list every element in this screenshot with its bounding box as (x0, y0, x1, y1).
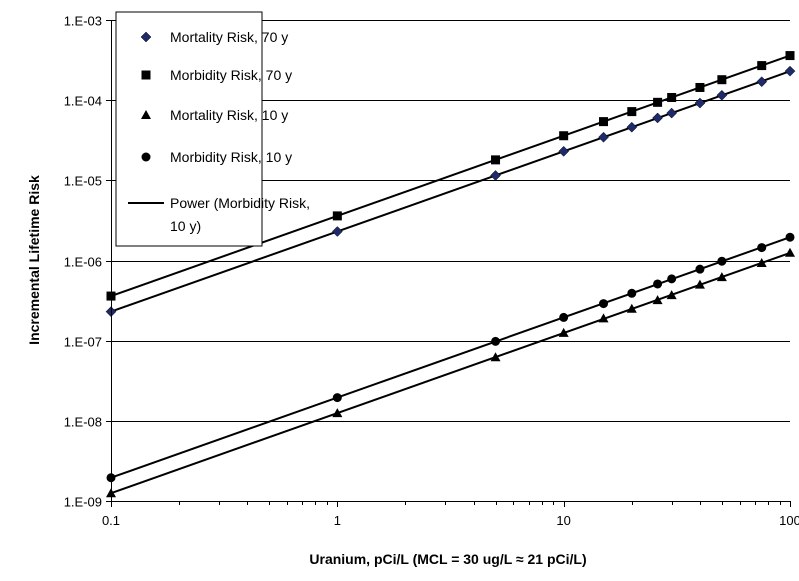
legend-item-mortality-10y: Mortality Risk, 10 y (141, 107, 288, 123)
data-point-triangle (694, 279, 705, 289)
data-point-triangle (626, 303, 637, 313)
x-tick-labels: 0.1 1 10 100 (102, 513, 799, 528)
power-trendline-0 (110, 70, 791, 313)
data-point-triangle (716, 272, 727, 282)
power-trendline-2 (110, 251, 791, 495)
data-point-circle (491, 336, 501, 346)
data-point-circle (653, 279, 663, 289)
legend-circle-marker (141, 152, 151, 162)
legend-label: Morbidity Risk, 10 y (170, 149, 292, 165)
data-point-circle (627, 288, 637, 298)
data-point-square (717, 75, 727, 85)
y-tick-label: 1.E-08 (64, 415, 102, 430)
y-tick-label: 1.E-03 (64, 14, 102, 29)
legend: Mortality Risk, 70 y Morbidity Risk, 70 … (115, 11, 310, 247)
legend-item-morbidity-70y: Morbidity Risk, 70 y (141, 67, 292, 83)
data-point-square (599, 117, 609, 127)
data-point-triangle (558, 327, 569, 337)
data-point-triangle (598, 313, 609, 323)
data-point-triangle (785, 247, 795, 257)
data-point-diamond (490, 170, 501, 181)
y-tick-labels: 1.E-09 1.E-08 1.E-07 1.E-06 1.E-05 1.E-04 1.E-… (64, 14, 102, 510)
data-point-circle (785, 232, 795, 242)
y-tick-label: 1.E-09 (64, 495, 102, 510)
data-point-circle (757, 243, 767, 253)
data-point-circle (695, 264, 705, 274)
data-point-square (627, 107, 637, 117)
x-tick-label: 1 (334, 513, 341, 528)
trend-lines (110, 54, 791, 495)
data-point-triangle (756, 258, 767, 268)
x-tick-label: 0.1 (102, 513, 120, 528)
legend-label: Mortality Risk, 70 y (170, 29, 288, 45)
power-trendline-1 (110, 54, 791, 298)
data-point-square (559, 131, 569, 141)
legend-box (115, 11, 263, 247)
data-point-diamond (626, 121, 638, 133)
legend-triangle-marker (141, 110, 151, 119)
y-tick-label: 1.E-06 (64, 255, 102, 270)
data-point-triangle (652, 295, 663, 305)
data-point-circle (717, 256, 727, 266)
data-point-diamond (694, 97, 706, 109)
data-point-diamond (331, 226, 343, 237)
legend-label-line-2: 10 y) (170, 218, 201, 234)
legend-square-marker (141, 70, 151, 80)
legend-item-morbidity-10y: Morbidity Risk, 10 y (141, 149, 292, 165)
legend-label: Morbidity Risk, 70 y (170, 67, 292, 83)
data-point-diamond (652, 112, 663, 124)
data-point-square (695, 82, 705, 92)
data-point-square (491, 155, 501, 165)
data-point-triangle (332, 408, 343, 418)
data-point-diamond (784, 65, 796, 77)
data-point-square (667, 92, 677, 102)
data-point-circle (599, 299, 609, 309)
data-point-square (653, 97, 663, 107)
data-point-diamond (598, 131, 609, 143)
axes (106, 20, 791, 507)
data-point-triangle (490, 352, 501, 362)
legend-item-mortality-70y: Mortality Risk, 70 y (140, 29, 288, 45)
x-tick-label: 10 (556, 513, 570, 528)
data-point-diamond (756, 76, 768, 88)
legend-label-line-1: Power (Morbidity Risk, (170, 195, 310, 211)
y-tick-label: 1.E-05 (64, 174, 102, 189)
data-point-triangle (666, 290, 677, 300)
y-axis-title: Incremental Lifetime Risk (26, 175, 42, 345)
data-point-square (785, 51, 795, 61)
data-point-diamond (666, 107, 678, 119)
data-point-circle (667, 274, 677, 284)
legend-item-power-trendline: Power (Morbidity Risk, 10 y) (128, 195, 310, 234)
data-point-square (757, 61, 767, 71)
data-point-diamond (716, 89, 728, 101)
data-point-circle (559, 312, 569, 322)
data-point-diamond (558, 145, 570, 157)
legend-label: Mortality Risk, 10 y (170, 107, 288, 123)
y-tick-label: 1.E-07 (64, 335, 102, 350)
y-tick-label: 1.E-04 (64, 94, 102, 109)
legend-diamond-marker (140, 31, 152, 43)
data-point-circle (332, 393, 342, 403)
power-trendline-3 (110, 236, 791, 479)
x-tick-label: 100 (779, 513, 799, 528)
data-point-square (332, 211, 342, 221)
x-axis-title: Uranium, pCi/L (MCL = 30 ug/L ≈ 21 pCi/L… (309, 551, 586, 567)
